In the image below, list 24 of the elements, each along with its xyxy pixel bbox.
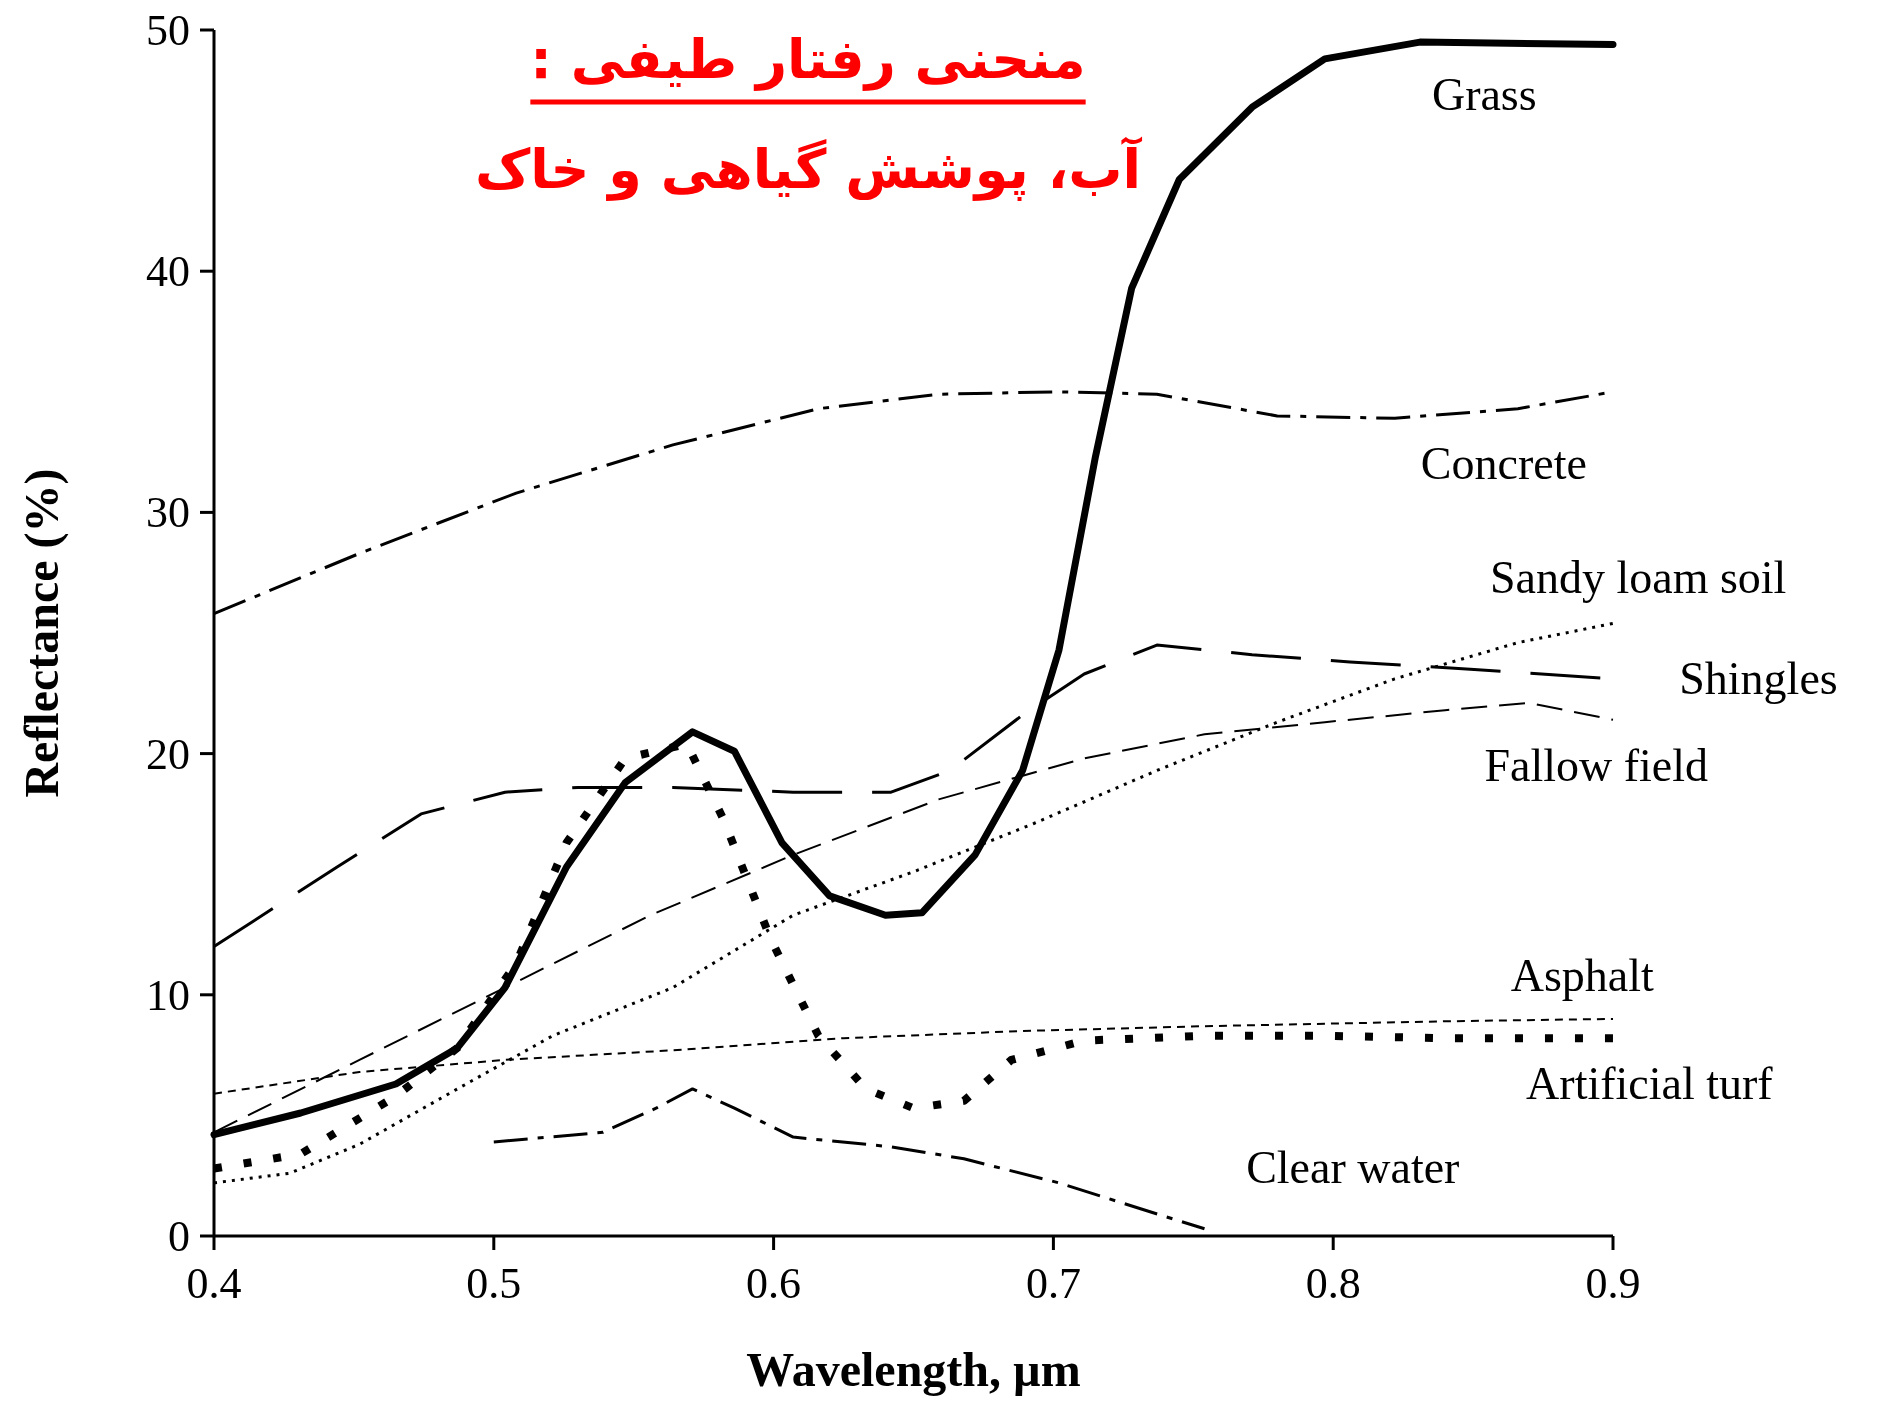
- x-tick-label: 0.4: [186, 1259, 242, 1308]
- series-label: Artificial turf: [1526, 1058, 1774, 1110]
- y-axis-title: Reflectance (%): [15, 468, 69, 798]
- y-tick-label: 30: [146, 488, 190, 538]
- y-tick-label: 0: [168, 1212, 190, 1261]
- x-axis-title: Wavelength, µm: [746, 1343, 1081, 1396]
- text: آب، پوشش گیاهی و خاک: [475, 136, 1143, 201]
- series-label: Sandy loam soil: [1489, 551, 1787, 603]
- y-tick-label: 50: [146, 6, 190, 55]
- x-tick-label: 0.7: [1025, 1259, 1081, 1308]
- x-tick-label: 0.6: [746, 1259, 802, 1308]
- x-tick-label: 0.8: [1305, 1259, 1361, 1308]
- y-tick-label: 10: [146, 970, 190, 1020]
- series-label: Concrete: [1420, 438, 1587, 490]
- series-label: Shingles: [1679, 652, 1838, 704]
- series-label: Asphalt: [1510, 949, 1654, 1001]
- x-tick-label: 0.9: [1585, 1259, 1641, 1308]
- x-tick-label: 0.5: [466, 1259, 522, 1308]
- chart-title: منحنی رفتار طیفی :: [530, 28, 1086, 91]
- series-label: Fallow field: [1484, 739, 1708, 791]
- y-tick-label: 40: [146, 247, 190, 297]
- y-tick-label: 20: [146, 729, 190, 779]
- series-label: Clear water: [1246, 1142, 1460, 1194]
- series-label: Grass: [1431, 69, 1537, 121]
